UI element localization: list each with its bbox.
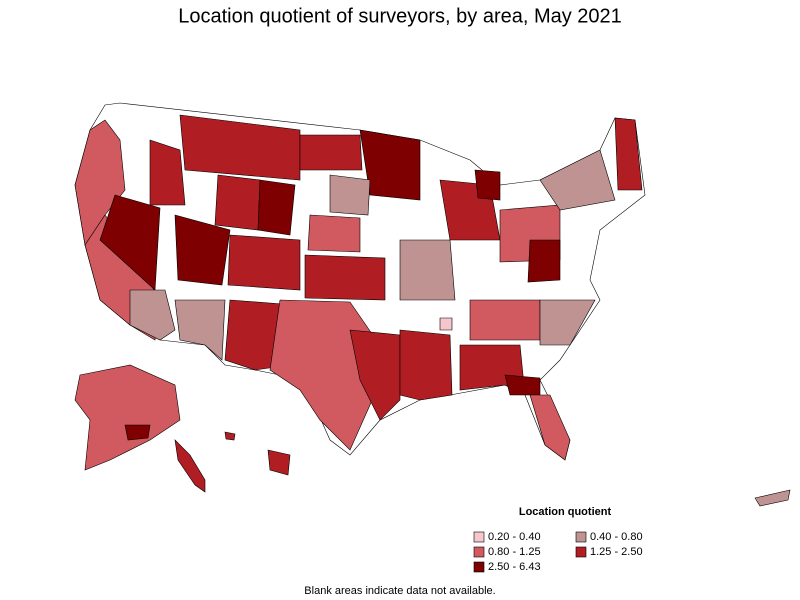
title: Location quotient of surveyors, by area,… xyxy=(178,5,622,27)
legend-label: 0.40 - 0.80 xyxy=(590,531,643,543)
area xyxy=(329,174,371,216)
area xyxy=(539,299,596,346)
area xyxy=(529,394,571,461)
area xyxy=(614,117,643,191)
area xyxy=(129,289,176,341)
legend: Location quotient 0.20 - 0.40 0.40 - 0.80… xyxy=(473,506,643,573)
legend-items: 0.20 - 0.40 0.40 - 0.80 0.80 - 1.25 1.25 - … xyxy=(473,531,643,573)
legend-label: 0.80 - 1.25 xyxy=(488,546,541,558)
legend-swatch xyxy=(473,531,485,543)
area xyxy=(539,149,616,211)
area xyxy=(174,439,206,493)
area xyxy=(267,449,291,476)
area xyxy=(257,179,296,236)
area xyxy=(174,214,231,286)
area xyxy=(74,364,181,471)
area xyxy=(174,299,226,361)
legend-swatch xyxy=(575,531,587,543)
area xyxy=(474,169,501,201)
area xyxy=(359,129,421,201)
legend-label: 1.25 - 2.50 xyxy=(590,546,643,558)
legend-title: Location quotient xyxy=(519,506,612,518)
area xyxy=(179,114,301,181)
legend-swatch xyxy=(473,561,485,573)
area xyxy=(149,139,186,206)
area xyxy=(469,299,541,341)
legend-label: 0.20 - 0.40 xyxy=(488,531,541,543)
legend-swatch xyxy=(575,546,587,558)
footnote: Blank areas indicate data not available. xyxy=(304,585,495,597)
area xyxy=(299,134,363,171)
legend-swatch xyxy=(473,546,485,558)
area xyxy=(124,424,151,441)
area xyxy=(307,214,361,253)
area xyxy=(527,239,561,283)
area xyxy=(349,329,401,421)
area xyxy=(304,254,386,301)
area xyxy=(439,317,453,331)
area xyxy=(224,431,236,441)
area xyxy=(754,489,791,507)
area xyxy=(399,239,456,301)
map xyxy=(74,102,791,507)
area xyxy=(227,234,301,291)
area xyxy=(214,174,261,231)
legend-label: 2.50 - 6.43 xyxy=(488,561,541,573)
area xyxy=(504,374,541,396)
area xyxy=(399,329,453,401)
